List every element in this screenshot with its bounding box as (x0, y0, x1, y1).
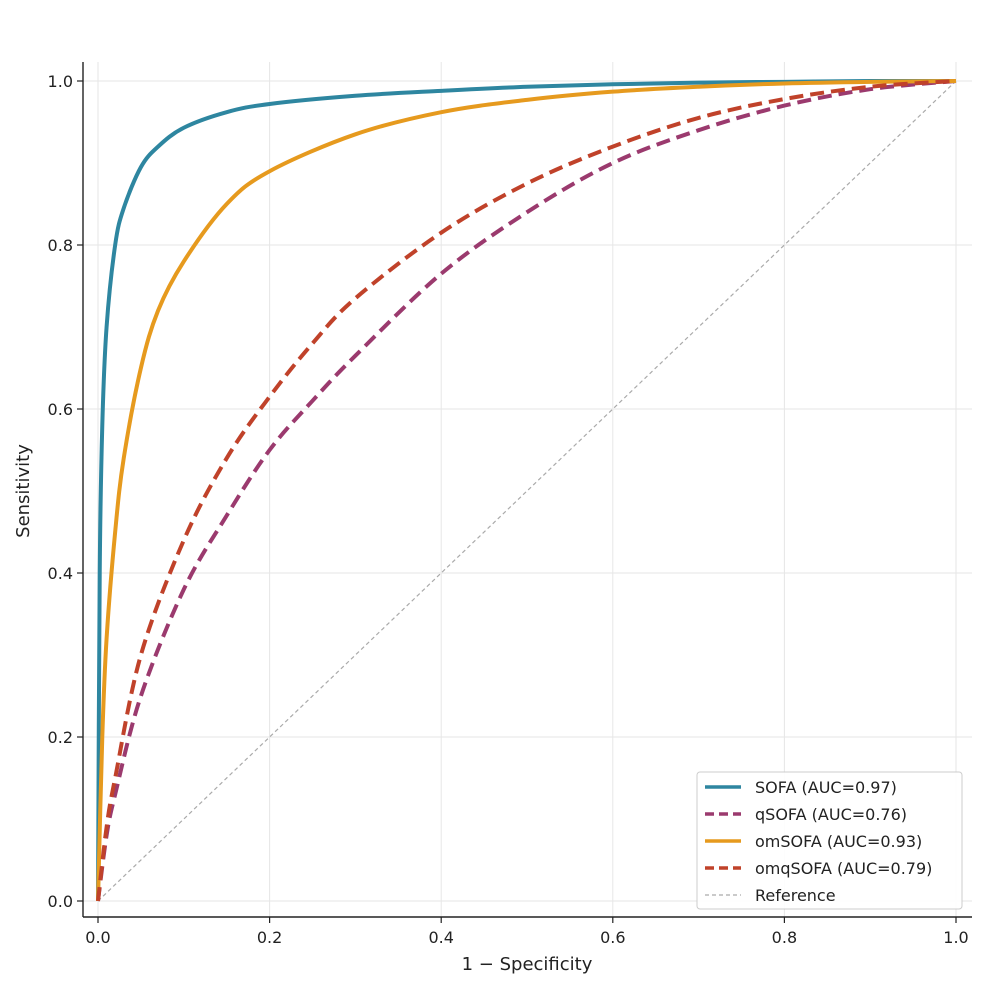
series-line-omqsofa (96, 79, 957, 902)
x-tick-label: 0.4 (428, 928, 453, 947)
series-line-omsofa (96, 79, 957, 902)
x-tick-label: 0.0 (85, 928, 110, 947)
series-lines (96, 78, 957, 902)
y-tick-label: 0.4 (48, 564, 73, 583)
y-tick-label: 1.0 (48, 72, 73, 91)
y-tick-label: 0.8 (48, 236, 73, 255)
y-axis-label: Sensitivity (13, 444, 34, 538)
legend-label-qsofa: qSOFA (AUC=0.76) (755, 805, 907, 824)
x-tick-label: 0.2 (257, 928, 282, 947)
x-axis-label: 1 − Specificity (462, 954, 593, 975)
grid-lines (83, 62, 972, 917)
reference-layer (97, 80, 957, 902)
legend: SOFA (AUC=0.97) qSOFA (AUC=0.76) omSOFA (A… (696, 771, 963, 910)
series-line-reference (97, 80, 957, 902)
legend-label-omqsofa: omqSOFA (AUC=0.79) (755, 859, 932, 878)
legend-label-sofa: SOFA (AUC=0.97) (755, 778, 897, 797)
axis-labels: 1 − Specificity Sensitivity (13, 444, 593, 975)
y-tick-label: 0.2 (48, 728, 73, 747)
x-tick-label: 0.8 (772, 928, 797, 947)
series-line-qsofa (96, 79, 957, 902)
legend-label-omsofa: omSOFA (AUC=0.93) (755, 832, 922, 851)
legend-label-reference: Reference (755, 886, 836, 905)
axes (82, 62, 972, 918)
series-line-sofa (96, 78, 956, 902)
y-tick-label: 0.6 (48, 400, 73, 419)
tick-marks: 0.0 0.2 0.4 0.6 0.8 1.0 0.0 0.2 0.4 0.6 0.8 1.0 (48, 72, 969, 947)
legend-box (696, 771, 963, 910)
y-tick-label: 0.0 (48, 892, 73, 911)
x-tick-label: 1.0 (943, 928, 968, 947)
x-tick-label: 0.6 (600, 928, 625, 947)
